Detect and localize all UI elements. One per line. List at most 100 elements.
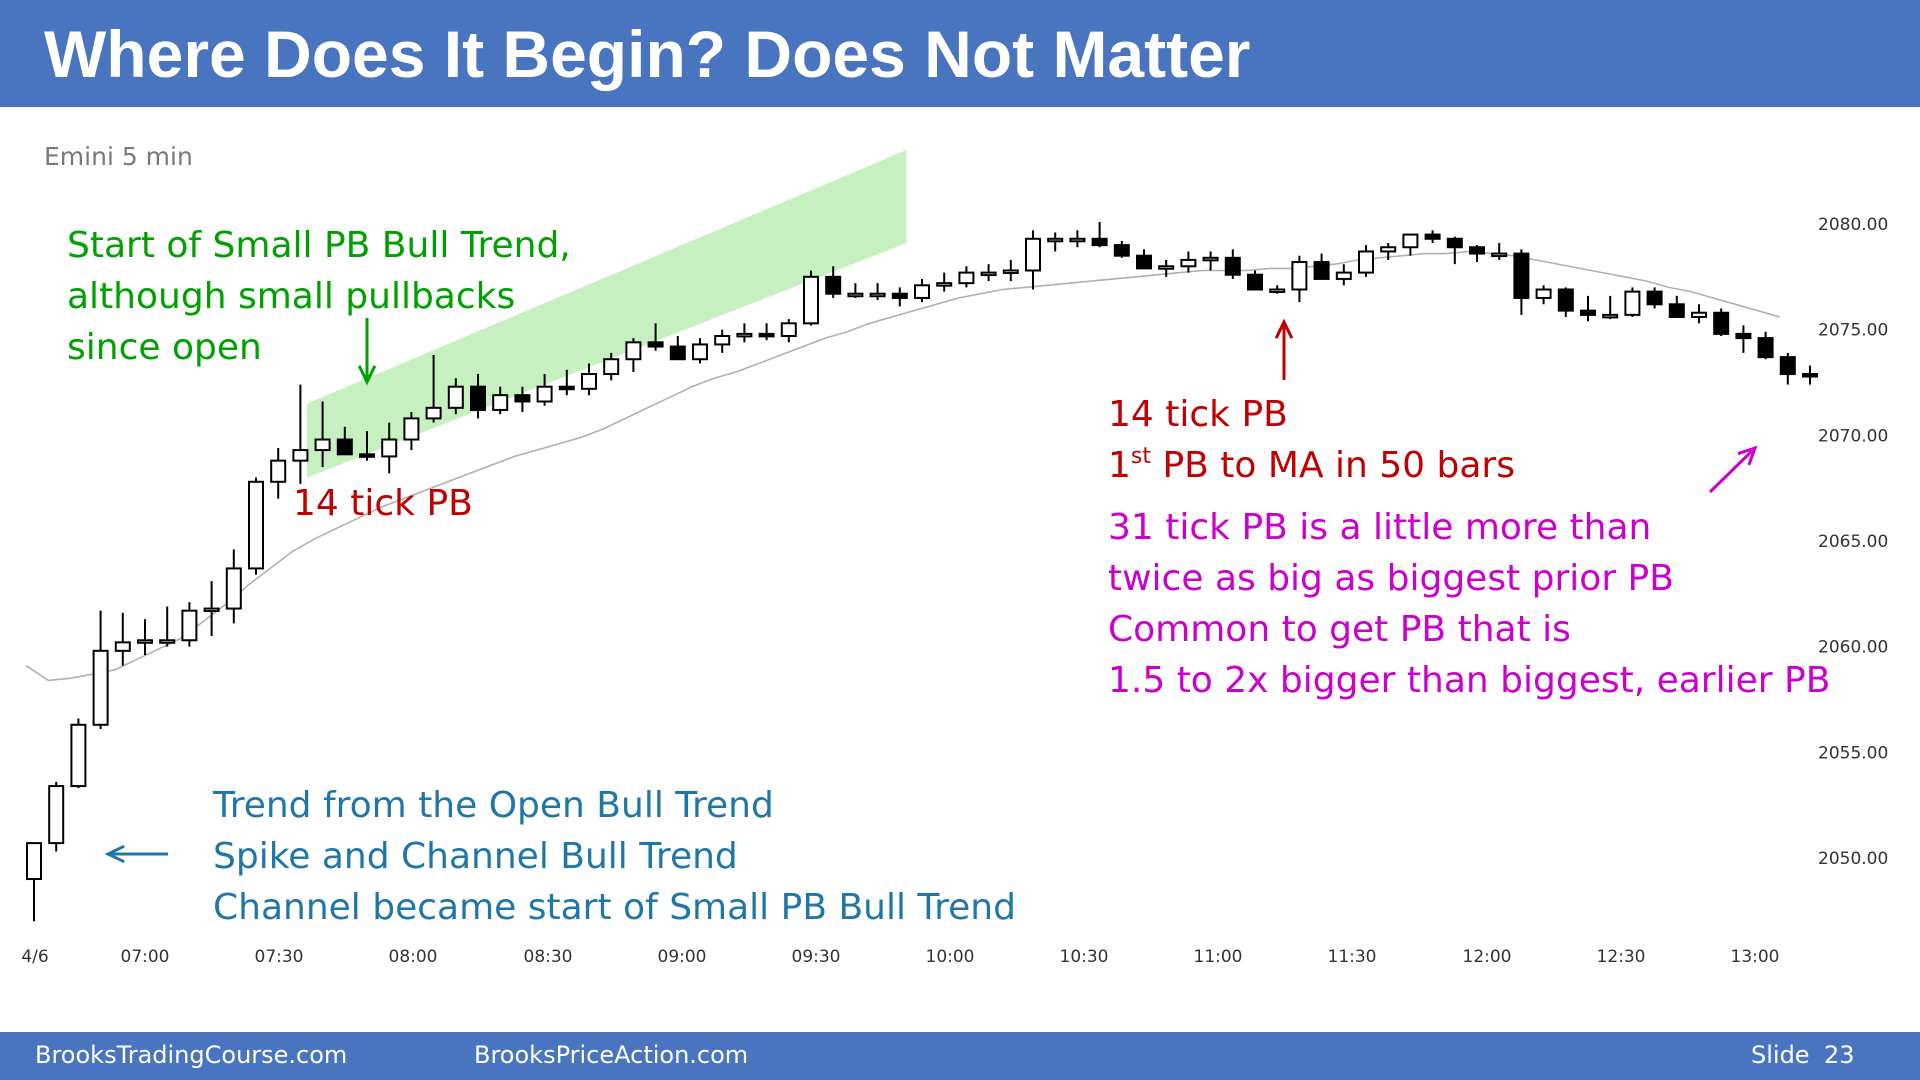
pullback-label-left: 14 tick PB — [293, 483, 473, 524]
slide-label: Slide — [1751, 1041, 1810, 1069]
bear-candle — [1513, 252, 1530, 299]
y-tick-label: 2060.00 — [1818, 638, 1888, 658]
bear-candle — [1247, 273, 1263, 291]
slide-number: 23 — [1824, 1041, 1855, 1069]
bull-candle — [248, 480, 264, 570]
magenta-up-arrow-shaft — [1708, 446, 1757, 494]
bear-candle — [1469, 246, 1485, 255]
bull-candle — [1335, 271, 1352, 280]
x-tick-label: 12:00 — [1463, 947, 1512, 967]
bull-candle — [403, 417, 420, 441]
ma-pb-number: 1 — [1108, 445, 1131, 486]
x-tick-label: 10:30 — [1060, 947, 1109, 967]
bull-candle — [980, 271, 997, 277]
bull-candle — [1180, 258, 1197, 268]
bear-candle — [1646, 290, 1663, 306]
bear-candle — [470, 385, 486, 411]
bear-candle — [1224, 256, 1241, 276]
bear-candle — [359, 453, 375, 458]
bull-candle — [425, 406, 442, 420]
bull-candle — [492, 394, 509, 411]
bull-candle — [1624, 290, 1641, 316]
x-tick-label: 12:30 — [1597, 947, 1646, 967]
annotation-line: Trend from the Open Bull Trend — [213, 785, 774, 826]
title-bar: Where Does It Begin? Does Not Matter — [0, 0, 1920, 107]
y-tick-label: 2055.00 — [1818, 743, 1888, 763]
bull-candle — [1402, 233, 1419, 249]
bull-candle — [1380, 246, 1397, 253]
bull-candle — [1158, 265, 1175, 270]
annotation-line: Channel became start of Small PB Bull Tr… — [213, 887, 1016, 928]
bear-candle — [669, 345, 686, 361]
bear-candle — [1091, 237, 1108, 247]
bear-candle — [1136, 254, 1152, 270]
bull-candle — [225, 567, 242, 610]
bull-candle — [314, 438, 331, 452]
footer-course-link[interactable]: BrooksTradingCourse.com — [35, 1041, 348, 1069]
annotation-line: twice as big as biggest prior PB — [1108, 558, 1674, 599]
title-answer: Does Not Matter — [744, 17, 1251, 91]
bull-candle — [181, 609, 198, 642]
bear-candle — [758, 332, 775, 338]
bear-candle — [891, 292, 908, 299]
magenta-up-arrow-head — [1737, 445, 1758, 466]
bull-candle — [1291, 261, 1308, 291]
bear-candle — [1668, 303, 1685, 318]
slide-title: Where Does It Begin? Does Not Matter — [44, 14, 1250, 94]
bear-candle — [1313, 261, 1330, 280]
ma-pullback-line: 1st PB to MA in 50 bars — [1108, 440, 1515, 491]
bull-candle — [603, 358, 620, 376]
bull-candle — [625, 341, 642, 361]
bear-candle — [1802, 373, 1818, 378]
bear-candle — [514, 394, 531, 403]
annotation-line: 31 tick PB is a little more than — [1108, 507, 1652, 548]
annotation-line: 1.5 to 2x bigger than biggest, earlier P… — [1108, 660, 1831, 701]
bull-candle — [114, 641, 131, 652]
bull-candle — [92, 649, 109, 726]
green-down-arrow-head — [357, 365, 377, 386]
bull-candle — [581, 373, 597, 390]
y-tick-label: 2070.00 — [1818, 426, 1888, 446]
bull-candle — [48, 785, 65, 845]
footer-site-link[interactable]: BrooksPriceAction.com — [474, 1041, 749, 1069]
annotation-line: 14 tick PB — [1108, 394, 1288, 435]
bull-candle — [914, 284, 930, 299]
bear-candle — [336, 438, 353, 456]
bear-candle — [1580, 309, 1596, 316]
bull-candle — [447, 385, 464, 409]
bull-candle — [203, 607, 220, 613]
x-tick-label: 07:30 — [255, 947, 304, 967]
bear-candle — [1713, 311, 1730, 335]
bull-candle — [936, 282, 953, 287]
x-tick-label: 11:30 — [1328, 947, 1377, 967]
blue-left-arrow-head — [104, 844, 125, 864]
bull-candle — [958, 271, 975, 285]
bull-candle — [1535, 288, 1552, 299]
x-tick-label: 07:00 — [121, 947, 170, 967]
bear-candle — [1735, 332, 1752, 340]
trend-types-annotation: Trend from the Open Bull Trend Spike and… — [213, 780, 1016, 933]
bear-candle — [1779, 356, 1796, 376]
bull-candle — [780, 322, 797, 337]
x-tick-label: 4/6 — [21, 947, 48, 967]
moving-average-line — [25, 250, 1781, 682]
bull-candle — [1002, 269, 1019, 274]
bull-candle — [869, 292, 886, 298]
annotation-line: Common to get PB that is — [1108, 609, 1571, 650]
bear-candle — [1113, 244, 1130, 257]
bear-candle — [825, 275, 842, 295]
y-tick-label: 2065.00 — [1818, 532, 1888, 552]
bull-candle — [714, 334, 731, 346]
y-tick-label: 2075.00 — [1818, 321, 1888, 341]
bull-candle — [803, 275, 819, 325]
bull-candle — [1202, 256, 1219, 262]
y-tick-label: 2050.00 — [1818, 849, 1888, 869]
x-tick-label: 11:00 — [1194, 947, 1243, 967]
bull-candle — [70, 723, 87, 788]
bull-candle — [1269, 288, 1286, 294]
annotation-line: since open — [67, 327, 262, 368]
price-chart: 2080.00 2075.00 2070.00 2065.00 2060.00 2055.… — [21, 150, 1888, 967]
x-tick-label: 08:30 — [524, 947, 573, 967]
annotation-line: Start of Small PB Bull Trend, — [67, 225, 571, 266]
bull-candle — [1491, 252, 1508, 258]
